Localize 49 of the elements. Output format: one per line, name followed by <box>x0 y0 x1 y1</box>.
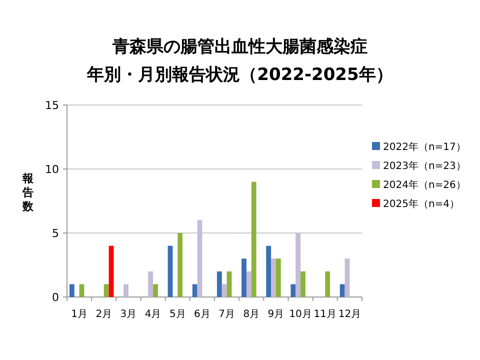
bar <box>153 284 158 297</box>
bar <box>276 258 281 297</box>
bar <box>168 246 173 297</box>
x-tick-label: 12月 <box>338 309 362 320</box>
bar <box>271 258 276 297</box>
bar <box>79 284 84 297</box>
y-tick-label: 10 <box>45 163 59 176</box>
bar <box>251 182 256 297</box>
legend-label: 2022年（n=17） <box>383 141 466 153</box>
bar <box>296 233 301 297</box>
bar <box>124 284 128 297</box>
bar <box>69 284 74 297</box>
x-tick-label: 7月 <box>218 309 235 320</box>
bar <box>178 233 183 297</box>
x-tick-label: 10月 <box>289 309 312 320</box>
x-tick-label: 8月 <box>243 309 260 320</box>
bar <box>242 258 246 297</box>
legend-label: 2025年（n=4） <box>383 198 460 210</box>
legend-label: 2024年（n=26） <box>383 179 466 191</box>
bar <box>104 284 109 297</box>
bar <box>300 271 306 297</box>
bar <box>197 220 202 297</box>
chart-title: 青森県の腸管出血性大腸菌感染症 <box>112 37 368 57</box>
bar <box>222 284 227 297</box>
y-tick-label: 0 <box>52 291 59 304</box>
y-tick-label: 15 <box>45 99 59 112</box>
bar <box>246 271 252 297</box>
bar <box>325 271 330 297</box>
x-tick-label: 1月 <box>71 309 88 320</box>
bar <box>226 271 232 297</box>
x-tick-label: 9月 <box>268 309 284 320</box>
bar <box>266 246 272 297</box>
bar <box>192 284 198 297</box>
x-tick-label: 4月 <box>144 309 162 320</box>
bar <box>344 258 350 297</box>
y-tick-label: 5 <box>52 227 59 240</box>
bar <box>340 284 345 297</box>
bar <box>290 284 296 297</box>
bar <box>108 246 114 297</box>
bar <box>216 271 222 297</box>
x-tick-label: 6月 <box>194 309 210 320</box>
x-tick-label: 11月 <box>314 309 336 320</box>
x-tick-label: 2月 <box>96 309 112 320</box>
legend-label: 2023年（n=23） <box>383 160 466 172</box>
x-tick-label: 3月 <box>120 309 137 320</box>
chart-subtitle: 年別・月別報告状況（2022-2025年） <box>86 65 393 85</box>
x-tick-label: 5月 <box>169 309 186 320</box>
bar <box>148 271 154 297</box>
y-axis-title: 報告数 <box>22 172 34 213</box>
